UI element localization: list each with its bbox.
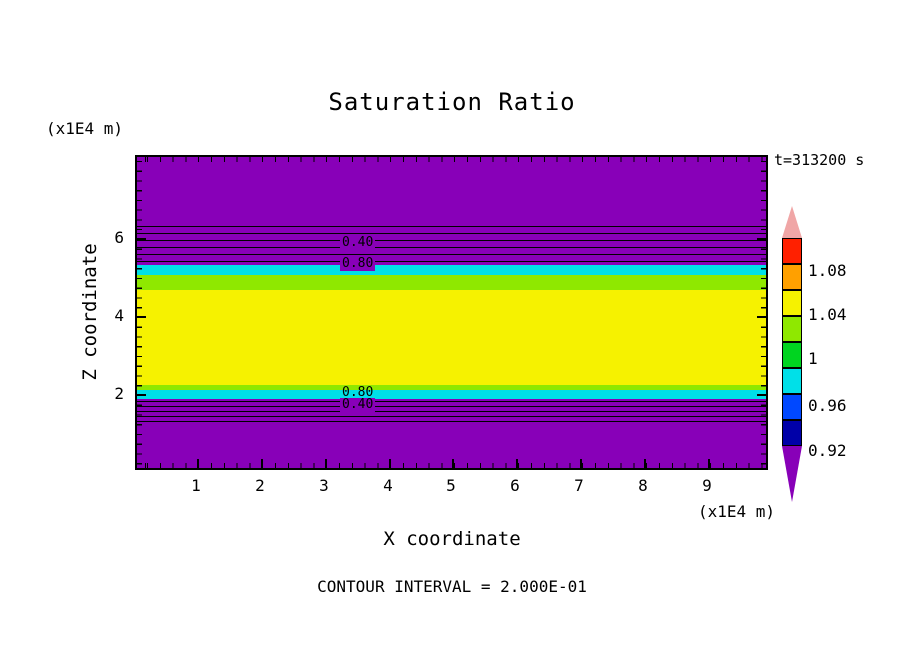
band-green-bottom [137, 385, 766, 390]
y-major-tick [137, 394, 146, 396]
y-major-tick [137, 316, 146, 318]
x-major-tick [389, 459, 391, 468]
x-major-tick [261, 459, 263, 468]
contour-line [137, 421, 766, 422]
x-minor-ticks-bottom [137, 463, 766, 468]
y-tick-label: 4 [114, 306, 124, 325]
contour-label-080-top: 0.80 [340, 256, 376, 271]
x-major-tick [452, 459, 454, 468]
y-major-tick [757, 394, 766, 396]
x-tick-label: 3 [319, 476, 329, 495]
contour-line [137, 406, 766, 407]
contour-line [137, 411, 766, 412]
x-major-tick [197, 459, 199, 468]
x-tick-label: 9 [702, 476, 712, 495]
x-tick-label: 6 [510, 476, 520, 495]
colorbar-segment-blue [782, 394, 802, 420]
contour-label-040-bottom: 0.40 [340, 397, 376, 412]
band-cyan-top [137, 265, 766, 275]
x-major-tick [325, 459, 327, 468]
x-major-tick [580, 459, 582, 468]
colorbar-tick-label: 1 [808, 349, 818, 368]
y-axis-unit: (x1E4 m) [46, 119, 124, 138]
contour-line [137, 416, 766, 417]
colorbar-segment-yellow [782, 290, 802, 316]
contour-line [137, 254, 766, 255]
colorbar-tick-label: 0.92 [808, 441, 847, 460]
band-green-top [137, 275, 766, 290]
contour-line [137, 226, 766, 227]
x-major-tick [516, 459, 518, 468]
x-major-tick [644, 459, 646, 468]
x-tick-label: 2 [255, 476, 265, 495]
x-tick-label: 7 [574, 476, 584, 495]
y-tick-label: 2 [114, 384, 124, 403]
contour-line [137, 261, 766, 262]
colorbar-tick-label: 0.96 [808, 396, 847, 415]
colorbar-tick-label: 1.04 [808, 305, 847, 324]
y-minor-ticks-right [761, 157, 766, 468]
colorbar-tip-bottom [782, 446, 802, 502]
contour-label-040-top: 0.40 [340, 235, 376, 250]
x-tick-label: 1 [191, 476, 201, 495]
y-major-tick [757, 238, 766, 240]
x-minor-ticks-top [137, 157, 766, 162]
contour-interval-note: CONTOUR INTERVAL = 2.000E-01 [317, 577, 587, 596]
x-tick-label: 5 [446, 476, 456, 495]
chart-title: Saturation Ratio [328, 88, 576, 116]
band-cyan-bottom [137, 390, 766, 399]
y-tick-label: 6 [114, 228, 124, 247]
x-axis-title: X coordinate [383, 528, 521, 550]
contour-line [137, 247, 766, 248]
time-annotation: t=313200 s [774, 151, 865, 169]
contour-plot-area: 0.40 0.80 0.80 0.40 [135, 155, 768, 470]
x-axis-unit: (x1E4 m) [697, 502, 775, 521]
x-major-tick [708, 459, 710, 468]
y-major-tick [757, 316, 766, 318]
colorbar-segment-red [782, 238, 802, 264]
contour-line [137, 240, 766, 241]
contour-line [137, 401, 766, 402]
colorbar-tip-top [782, 206, 802, 238]
x-tick-label: 8 [638, 476, 648, 495]
colorbar-segment-chartreuse [782, 316, 802, 342]
colorbar-segment-cyan [782, 368, 802, 394]
contour-label-080-bottom: 0.80 [342, 385, 374, 400]
band-yellow [137, 290, 766, 385]
y-minor-ticks-left [137, 157, 142, 468]
colorbar-segment-green [782, 342, 802, 368]
colorbar-segment-orange [782, 264, 802, 290]
x-tick-label: 4 [383, 476, 393, 495]
colorbar-segment-navy [782, 420, 802, 446]
contour-line [137, 233, 766, 234]
colorbar [782, 206, 802, 502]
colorbar-tick-label: 1.08 [808, 261, 847, 280]
y-major-tick [137, 238, 146, 240]
